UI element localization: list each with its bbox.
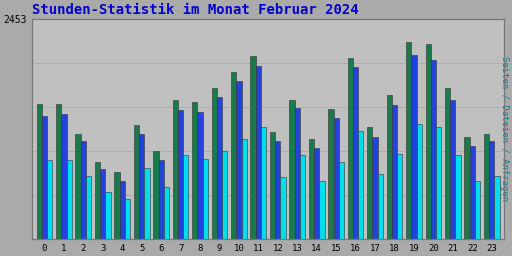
Bar — [217, 97, 222, 239]
Bar — [75, 134, 81, 239]
Bar — [134, 125, 139, 239]
Bar — [95, 162, 100, 239]
Bar — [42, 116, 47, 239]
Bar — [450, 100, 456, 239]
Bar — [411, 55, 417, 239]
Bar — [348, 58, 353, 239]
Bar — [47, 160, 52, 239]
Bar — [61, 114, 67, 239]
Bar — [183, 155, 188, 239]
Bar — [281, 177, 286, 239]
Bar — [164, 187, 169, 239]
Bar — [86, 176, 91, 239]
Bar — [464, 137, 470, 239]
Bar — [495, 176, 500, 239]
Bar — [475, 181, 480, 239]
Bar — [203, 159, 208, 239]
Bar — [153, 151, 159, 239]
Bar — [339, 162, 344, 239]
Text: Stunden-Statistik im Monat Februar 2024: Stunden-Statistik im Monat Februar 2024 — [32, 4, 358, 17]
Bar — [56, 104, 61, 239]
Bar — [445, 88, 450, 239]
Bar — [270, 132, 275, 239]
Bar — [436, 127, 441, 239]
Bar — [417, 124, 422, 239]
Bar — [456, 155, 461, 239]
Bar — [178, 110, 183, 239]
Bar — [81, 141, 86, 239]
Bar — [256, 66, 261, 239]
Bar — [489, 141, 495, 239]
Bar — [173, 100, 178, 239]
Bar — [222, 151, 227, 239]
Bar — [358, 131, 364, 239]
Bar — [275, 141, 281, 239]
Bar — [314, 148, 319, 239]
Bar — [425, 44, 431, 239]
Bar — [289, 100, 294, 239]
Bar — [144, 168, 150, 239]
Bar — [261, 127, 266, 239]
Bar — [372, 137, 378, 239]
Bar — [300, 155, 305, 239]
Bar — [67, 160, 72, 239]
Bar — [242, 139, 247, 239]
Bar — [378, 174, 383, 239]
Bar — [328, 109, 333, 239]
Bar — [397, 154, 402, 239]
Bar — [211, 88, 217, 239]
Bar — [392, 105, 397, 239]
Bar — [294, 108, 300, 239]
Bar — [250, 56, 256, 239]
Bar — [192, 102, 198, 239]
Bar — [159, 160, 164, 239]
Bar — [105, 192, 111, 239]
Bar — [36, 104, 42, 239]
Bar — [333, 118, 339, 239]
Y-axis label: Seiten / Dateien / Anfragen: Seiten / Dateien / Anfragen — [500, 56, 508, 201]
Bar — [353, 67, 358, 239]
Bar — [100, 169, 105, 239]
Bar — [367, 127, 372, 239]
Bar — [114, 172, 120, 239]
Bar — [406, 42, 411, 239]
Bar — [309, 139, 314, 239]
Bar — [431, 60, 436, 239]
Bar — [237, 81, 242, 239]
Bar — [125, 199, 130, 239]
Bar — [319, 181, 325, 239]
Bar — [198, 112, 203, 239]
Bar — [120, 181, 125, 239]
Bar — [387, 95, 392, 239]
Bar — [231, 72, 237, 239]
Bar — [470, 146, 475, 239]
Bar — [139, 134, 144, 239]
Bar — [484, 134, 489, 239]
